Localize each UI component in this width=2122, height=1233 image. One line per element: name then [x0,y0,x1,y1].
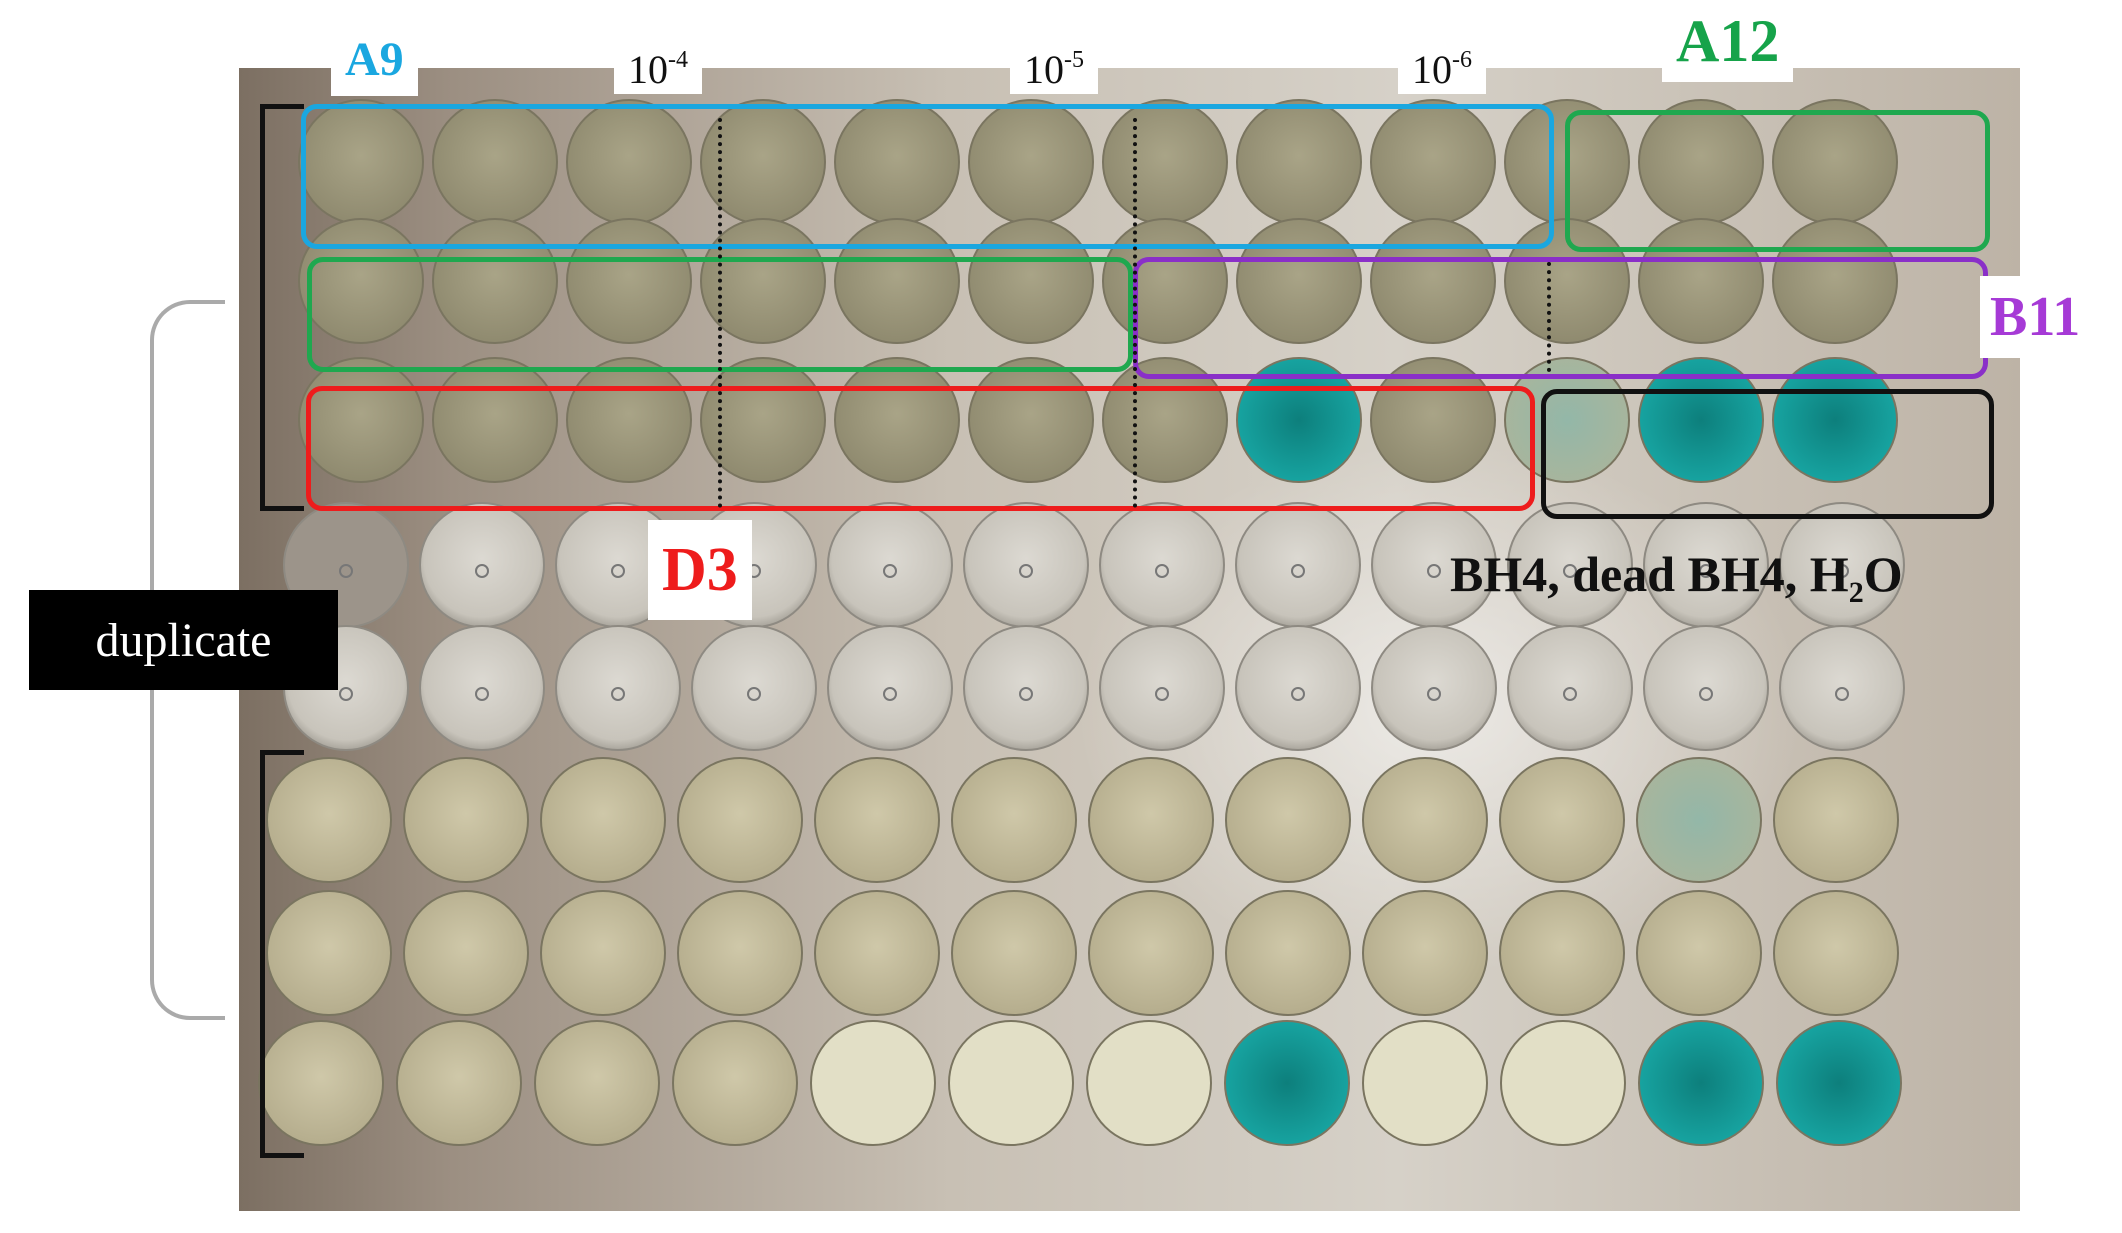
dilution-1-base: 10 [628,47,668,92]
well-center-mark [1835,687,1849,701]
dilution-divider [1133,118,1137,508]
plate-well [1086,1020,1212,1146]
dilution-2-base: 10 [1024,47,1064,92]
well-center-mark [611,564,625,578]
strain-a9-box [301,104,1554,249]
plate-well [403,890,529,1016]
well-center-mark [1427,564,1441,578]
strain-a12-box-top [1565,110,1990,252]
well-center-mark [1291,687,1305,701]
plate-well [1225,757,1351,883]
well-center-mark [1563,687,1577,701]
plate-wells-svg [258,99,1905,1146]
plate-well [1236,218,1362,344]
plate-well [540,890,666,1016]
dilution-3-base: 10 [1412,47,1452,92]
well-center-mark [1291,564,1305,578]
well-center-mark [883,564,897,578]
well-center-mark [475,687,489,701]
plate-well [566,218,692,344]
well-center-mark [883,687,897,701]
strain-d3-box [306,386,1535,511]
dilution-label-2: 10 -5 [1010,24,1098,94]
well-center-mark [1019,687,1033,701]
controls-label-sub: 2 [1848,576,1864,609]
plate-well [1500,1020,1626,1146]
well-center-mark [339,564,353,578]
dilution-1-exp: -4 [668,47,688,73]
plate-well [403,757,529,883]
plate-well [1088,757,1214,883]
well-center-mark [1427,687,1441,701]
plate-well [677,757,803,883]
plate-well [266,890,392,1016]
plate-well [258,1020,384,1146]
plate-well [1499,890,1625,1016]
duplicate-label: duplicate [29,590,338,690]
plate-well [534,1020,660,1146]
plate-well [1636,890,1762,1016]
plate-well [396,1020,522,1146]
plate-well [1773,757,1899,883]
strain-a9-label: A9 [331,24,418,96]
controls-label-main: BH4, dead BH4, H [1450,546,1849,602]
plate-well [951,890,1077,1016]
lower-bracket [260,750,304,1158]
well-center-mark [747,687,761,701]
plate-well [1636,757,1762,883]
plate-well [810,1020,936,1146]
dilution-3-exp: -6 [1452,47,1472,73]
plate-well [834,218,960,344]
plate-well [1773,890,1899,1016]
controls-label-end: O [1863,546,1903,602]
dilution-label-1: 10 -4 [614,24,702,94]
controls-box [1541,389,1994,519]
plate-well [1362,757,1488,883]
plate-well [1362,1020,1488,1146]
well-center-mark [1699,564,1713,578]
strain-b11-box [1133,257,1988,379]
well-center-mark [611,687,625,701]
upper-bracket [260,104,304,511]
dilution-2-exp: -5 [1064,47,1084,73]
dilution-divider [718,118,722,508]
controls-label: BH4, dead BH4, H2O [1450,545,1903,610]
strain-d3-label: D3 [648,520,752,620]
plate-well [948,1020,1074,1146]
well-center-mark [1563,564,1577,578]
well-center-mark [1835,564,1849,578]
dilution-label-3: 10 -6 [1398,24,1486,94]
well-center-mark [475,564,489,578]
plate-well [672,1020,798,1146]
plate-well [968,218,1094,344]
plate-well [1225,890,1351,1016]
well-center-mark [339,687,353,701]
well-center-mark [1699,687,1713,701]
plate-well [677,890,803,1016]
dilution-divider [1547,262,1551,372]
well-center-mark [1019,564,1033,578]
plate-well [298,218,424,344]
plate-well [1362,890,1488,1016]
well-center-mark [1155,687,1169,701]
plate-well [432,218,558,344]
plate-well [1224,1020,1350,1146]
strain-a12-label: A12 [1662,0,1794,82]
plate-well [951,757,1077,883]
plate-well [1638,1020,1764,1146]
plate-well [814,890,940,1016]
plate-well [1370,218,1496,344]
well-center-mark [1155,564,1169,578]
plate-well [814,757,940,883]
plate-well [1776,1020,1902,1146]
plate-well [700,218,826,344]
plate-well [266,757,392,883]
strain-b11-label: B11 [1980,276,2091,358]
plate-well [540,757,666,883]
plate-well [1499,757,1625,883]
plate-well [1088,890,1214,1016]
